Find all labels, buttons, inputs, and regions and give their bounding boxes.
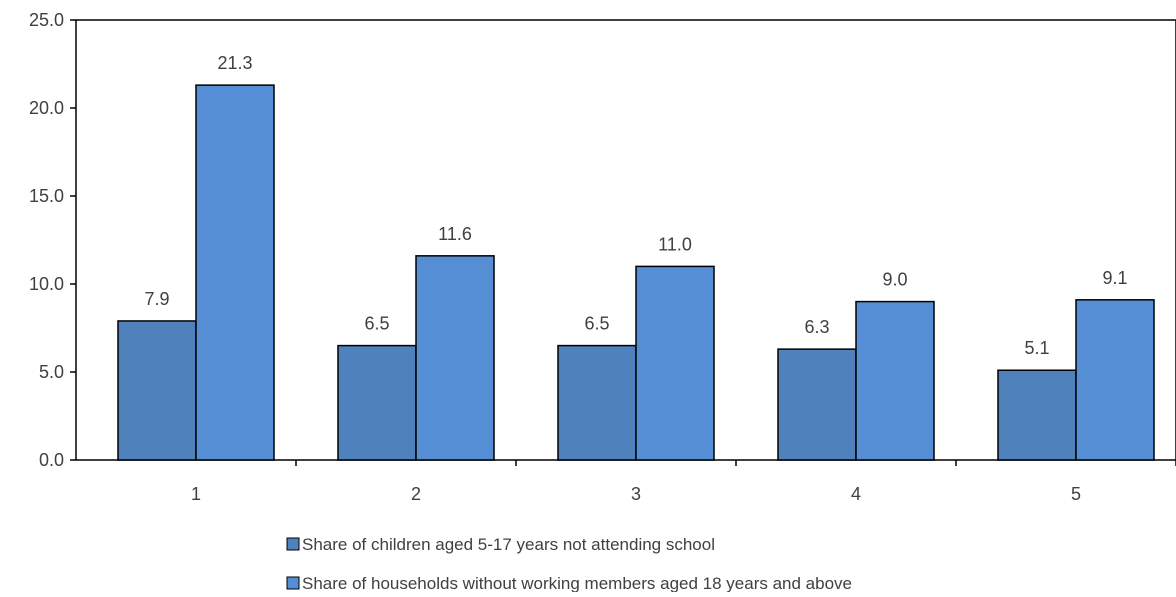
data-label-series-1-cat-5: 9.1 bbox=[1102, 268, 1127, 288]
bar-series-1-cat-3 bbox=[635, 265, 715, 461]
data-label-series-1-cat-2: 11.6 bbox=[438, 224, 472, 244]
data-label-series-1-cat-4: 9.0 bbox=[882, 270, 907, 290]
data-label-series-1-cat-3: 11.0 bbox=[658, 234, 692, 254]
bars-group bbox=[117, 84, 1155, 461]
legend-label-0: Share of children aged 5-17 years not at… bbox=[302, 535, 715, 554]
y-tick-label: 10.0 bbox=[29, 274, 64, 294]
bar-series-1-cat-2 bbox=[415, 255, 495, 461]
x-axis-ticks: 1 2 3 4 5 bbox=[191, 460, 1176, 504]
bar-series-1-cat-4 bbox=[855, 300, 935, 461]
bar-series-0-cat-5 bbox=[997, 369, 1077, 461]
y-tick-label: 25.0 bbox=[29, 10, 64, 30]
bar-series-1-cat-5 bbox=[1075, 299, 1155, 461]
y-tick-label: 0.0 bbox=[39, 450, 64, 470]
legend-item-1: Share of households without working memb… bbox=[286, 574, 852, 593]
x-tick-label-4: 4 bbox=[851, 484, 861, 504]
bar-series-0-cat-4 bbox=[777, 348, 857, 461]
bar-series-1-cat-1 bbox=[195, 84, 275, 461]
data-label-series-0-cat-3: 6.5 bbox=[584, 314, 609, 334]
y-tick-label: 5.0 bbox=[39, 362, 64, 382]
x-tick-label-3: 3 bbox=[631, 484, 641, 504]
data-label-series-0-cat-5: 5.1 bbox=[1024, 338, 1049, 358]
x-tick-label-2: 2 bbox=[411, 484, 421, 504]
data-label-series-0-cat-1: 7.9 bbox=[144, 289, 169, 309]
legend: Share of children aged 5-17 years not at… bbox=[286, 535, 852, 593]
y-tick-label: 20.0 bbox=[29, 98, 64, 118]
data-label-series-0-cat-4: 6.3 bbox=[804, 317, 829, 337]
data-labels-group: 7.9 21.3 6.5 11.6 6.5 11.0 6.3 9.0 5.1 9.1 bbox=[144, 53, 1127, 358]
x-tick-label-1: 1 bbox=[191, 484, 201, 504]
data-label-series-1-cat-1: 21.3 bbox=[217, 53, 252, 73]
x-tick-label-5: 5 bbox=[1071, 484, 1081, 504]
legend-swatch-1 bbox=[286, 576, 300, 590]
bar-series-0-cat-2 bbox=[337, 344, 417, 461]
bar-series-0-cat-3 bbox=[557, 344, 637, 461]
bar-series-0-cat-1 bbox=[117, 320, 197, 461]
legend-item-0: Share of children aged 5-17 years not at… bbox=[286, 535, 715, 554]
y-axis-ticks: 0.0 5.0 10.0 15.0 20.0 25.0 bbox=[29, 10, 76, 470]
y-tick-label: 15.0 bbox=[29, 186, 64, 206]
legend-swatch-0 bbox=[286, 537, 300, 551]
data-label-series-0-cat-2: 6.5 bbox=[364, 314, 389, 334]
legend-label-1: Share of households without working memb… bbox=[302, 574, 852, 592]
